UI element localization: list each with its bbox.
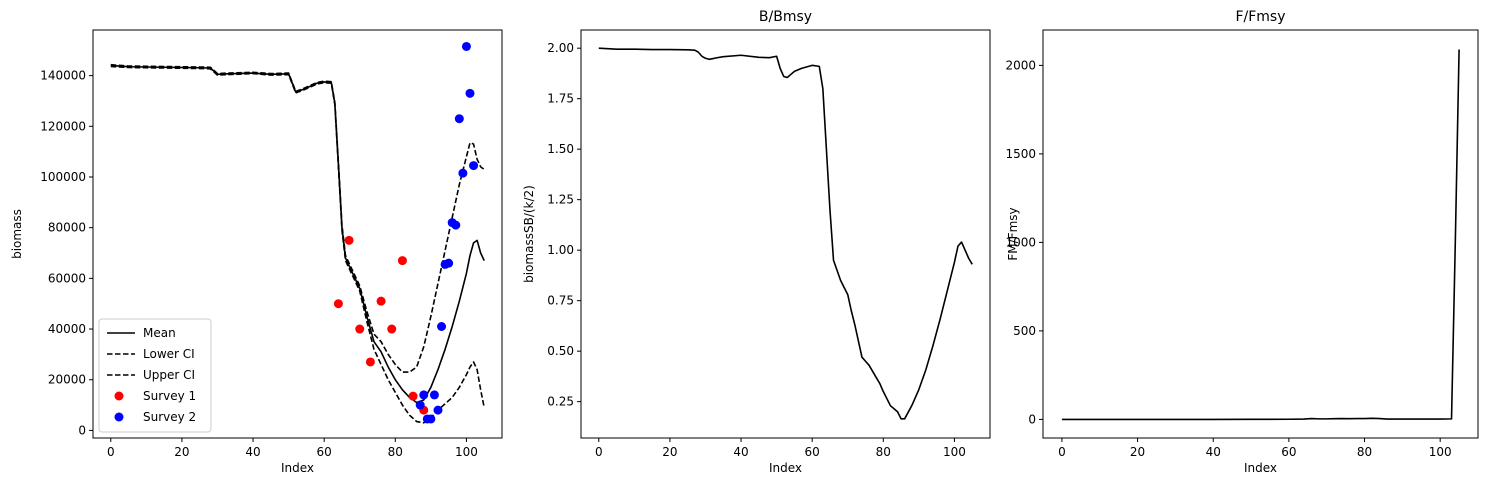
ffmsy-x-ticks: 0 20 40 60 80 100 xyxy=(1058,438,1452,459)
biomass-y-tick-label: 60000 xyxy=(48,271,86,285)
bbmsy-y-tick-label: 1.50 xyxy=(547,142,574,156)
biomass-y-tick-label: 20000 xyxy=(48,373,86,387)
bbmsy-series-line-line xyxy=(598,47,973,420)
ffmsy-series-line-line xyxy=(1061,49,1460,421)
biomass-series-mean-line xyxy=(110,64,485,404)
biomass-x-tick-label: 60 xyxy=(317,445,332,459)
biomass-y-tick-label: 140000 xyxy=(40,69,86,83)
biomass-series-survey-2-point xyxy=(433,405,443,415)
bbmsy-y-tick-label: 1.25 xyxy=(547,193,574,207)
ffmsy-y-ticks: 0 500 1000 1500 2000 xyxy=(1005,58,1043,426)
bbmsy-x-ticks: 0 20 40 60 80 100 xyxy=(595,438,966,459)
ffmsy-x-tick-label: 60 xyxy=(1281,445,1296,459)
biomass-y-tick-label: 0 xyxy=(78,423,86,437)
legend-box xyxy=(98,318,212,433)
biomass-series-survey-2-point xyxy=(444,258,454,268)
biomass-series-survey-2-point xyxy=(454,114,464,124)
bbmsy-y-tick-label: 0.75 xyxy=(547,294,574,308)
ffmsy-y-tick-label: 500 xyxy=(1013,324,1036,338)
biomass-y-tick-label: 100000 xyxy=(40,170,86,184)
biomass-series-survey-2-point xyxy=(419,390,429,400)
ffmsy-axes-frame xyxy=(1042,29,1479,439)
biomass-y-ticks: 0 20000 40000 60000 80000 100000 120000 140000 xyxy=(40,69,93,437)
biomass-series-survey-1-point xyxy=(408,391,418,401)
ffmsy-y-tick-label: 0 xyxy=(1028,412,1036,426)
biomass-series-survey-2-point xyxy=(458,168,468,178)
bbmsy-x-tick-label: 80 xyxy=(876,445,891,459)
bbmsy-y-tick-label: 2.00 xyxy=(547,41,574,55)
biomass-series-survey-2-point xyxy=(426,414,436,424)
biomass-series-survey-1-point xyxy=(397,256,407,266)
biomass-plot-area xyxy=(110,41,486,424)
biomass-series-survey-2-point xyxy=(415,400,425,410)
biomass-series-survey-1-point xyxy=(376,296,386,306)
bbmsy-x-tick-label: 40 xyxy=(733,445,748,459)
biomass-series-survey-2-point xyxy=(465,88,475,98)
biomass-series-survey-1-point xyxy=(387,324,397,334)
ffmsy-x-tick-label: 20 xyxy=(1130,445,1145,459)
legend-label-survey-2: Survey 2 xyxy=(143,410,196,424)
biomass-series-survey-2-point xyxy=(451,220,461,230)
bbmsy-x-tick-label: 100 xyxy=(943,445,966,459)
legend-label-survey-1: Survey 1 xyxy=(143,389,196,403)
legend-label-upper-ci: Upper CI xyxy=(143,368,195,382)
legend-marker-survey-2 xyxy=(114,412,124,422)
bbmsy-y-ticks: 0.25 0.50 0.75 1.00 1.25 1.50 1.75 2.00 xyxy=(547,41,581,409)
ffmsy-x-tick-label: 0 xyxy=(1058,445,1066,459)
biomass-series-survey-1-point xyxy=(333,299,343,309)
biomass-series-survey-1-point xyxy=(355,324,365,334)
ffmsy-panel: F/Fmsy 0 20 40 60 80 100 0 500 1000 1500 2000 Ind… xyxy=(1005,9,1479,475)
biomass-x-axis-label: Index xyxy=(281,461,314,475)
bbmsy-panel: B/Bmsy 0 20 40 60 80 100 0.25 0.50 0.75 1.00 1.25… xyxy=(522,9,991,475)
biomass-series-survey-2-point xyxy=(461,41,471,51)
bbmsy-y-tick-label: 0.50 xyxy=(547,344,574,358)
legend-label-lower-ci: Lower CI xyxy=(143,347,195,361)
bbmsy-y-tick-label: 1.00 xyxy=(547,243,574,257)
bbmsy-plot-area xyxy=(598,47,973,420)
biomass-y-tick-label: 80000 xyxy=(48,221,86,235)
biomass-x-tick-label: 0 xyxy=(107,445,115,459)
biomass-y-tick-label: 120000 xyxy=(40,119,86,133)
bbmsy-panel-title: B/Bmsy xyxy=(759,9,812,25)
ffmsy-y-tick-label: 1000 xyxy=(1005,235,1036,249)
biomass-series-survey-2-point xyxy=(469,161,479,171)
biomass-series-survey-2-point xyxy=(437,321,447,331)
bbmsy-y-tick-label: 0.25 xyxy=(547,395,574,409)
biomass-legend: Mean Lower CI Upper CI Survey 1 Survey 2 xyxy=(98,318,212,433)
bbmsy-y-axis-label: biomassSB/(k/2) xyxy=(522,185,536,283)
ffmsy-y-tick-label: 2000 xyxy=(1005,58,1036,72)
ffmsy-x-axis-label: Index xyxy=(1244,461,1277,475)
biomass-y-axis-label: biomass xyxy=(10,209,24,259)
biomass-series-survey-2-point xyxy=(429,390,439,400)
legend-marker-survey-1 xyxy=(114,391,124,401)
biomass-series-lower-ci-line xyxy=(110,65,486,424)
biomass-x-ticks: 0 20 40 60 80 100 xyxy=(107,438,478,459)
bbmsy-x-tick-label: 0 xyxy=(595,445,603,459)
bbmsy-axes-frame xyxy=(580,29,991,439)
biomass-series-survey-1-point xyxy=(365,357,375,367)
biomass-x-tick-label: 40 xyxy=(245,445,260,459)
ffmsy-x-tick-label: 100 xyxy=(1429,445,1452,459)
ffmsy-panel-title: F/Fmsy xyxy=(1235,9,1285,25)
ffmsy-x-tick-label: 80 xyxy=(1357,445,1372,459)
biomass-y-tick-label: 40000 xyxy=(48,322,86,336)
biomass-series-survey-1-point xyxy=(344,235,354,245)
bbmsy-x-tick-label: 60 xyxy=(805,445,820,459)
bbmsy-x-tick-label: 20 xyxy=(662,445,677,459)
bbmsy-y-tick-label: 1.75 xyxy=(547,92,574,106)
biomass-axes-frame xyxy=(92,29,503,439)
biomass-panel: 0 20 40 60 80 100 0 20000 40000 60000 80000 100000… xyxy=(10,29,503,475)
ffmsy-y-axis-label: FM/Fmsy xyxy=(1006,207,1020,260)
legend-label-mean: Mean xyxy=(143,326,176,340)
ffmsy-plot-area xyxy=(1061,49,1460,421)
biomass-x-tick-label: 80 xyxy=(388,445,403,459)
ffmsy-x-tick-label: 40 xyxy=(1206,445,1221,459)
ffmsy-y-tick-label: 1500 xyxy=(1005,147,1036,161)
biomass-x-tick-label: 20 xyxy=(174,445,189,459)
bbmsy-x-axis-label: Index xyxy=(769,461,802,475)
biomass-x-tick-label: 100 xyxy=(455,445,478,459)
